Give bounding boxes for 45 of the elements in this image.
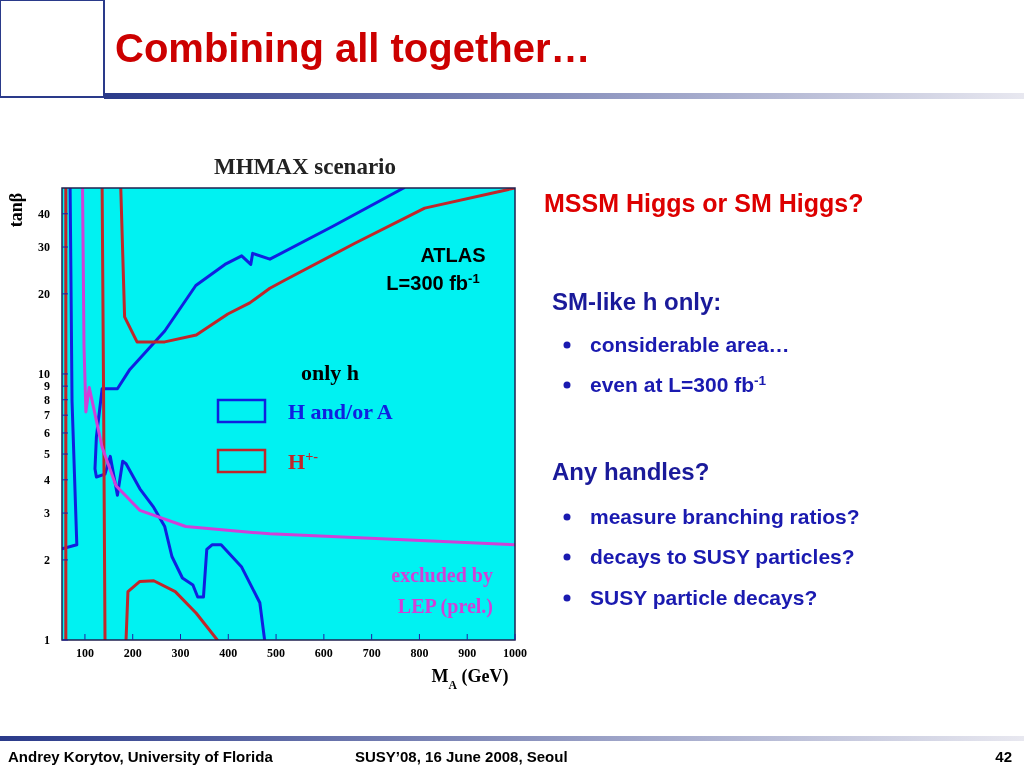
y-tick-label: 3: [44, 506, 50, 521]
y-tick-label: 7: [44, 408, 50, 423]
chart-subtitle: MHMAX scenario: [213, 154, 397, 179]
y-tick-label: 6: [44, 426, 50, 441]
y-axis-title: tanβ: [6, 192, 26, 228]
line-series: [81, 188, 515, 547]
text: decays to SUSY particles?: [590, 545, 855, 568]
text: SUSY particle decays?: [590, 586, 818, 609]
y-tick-label: 30: [38, 240, 50, 255]
x-tick-label: 600: [314, 646, 333, 660]
y-tick-label: 1: [44, 633, 50, 648]
chart-title: Combining all together…: [115, 26, 591, 70]
y-tick-label: 8: [44, 392, 50, 407]
text: SUSY’08, 16 June 2008, Seoul: [355, 748, 568, 765]
annotation: ATLAS: [420, 244, 486, 266]
x-tick-label: 500: [267, 646, 286, 660]
y-tick-label: 5: [44, 447, 50, 462]
text: 42: [995, 748, 1012, 765]
y-tick-label: 4: [44, 473, 50, 488]
text: even at L=300 fb$^{-1}$: [590, 372, 767, 396]
x-tick-label: 900: [458, 646, 477, 660]
y-tick-label: 10: [38, 367, 50, 382]
x-tick-label: 700: [362, 646, 381, 660]
annotation: L=300 fb$^{-1}$: [386, 270, 480, 294]
text: MSSM Higgs or SM Higgs?: [544, 189, 864, 217]
x-tick-label: 800: [410, 646, 429, 660]
text: measure branching ratios?: [590, 505, 860, 528]
text: Any handles?: [552, 458, 710, 485]
y-tick-label: 2: [44, 553, 50, 568]
y-tick-label: 40: [38, 206, 50, 221]
series-label: excluded by LEP (prel.): [391, 564, 493, 618]
x-tick-label: 1000: [503, 646, 527, 660]
text: Andrey Korytov, University of Florida: [8, 748, 274, 765]
x-tick-label: 400: [219, 646, 238, 660]
legend-label: H and/or A: [288, 399, 393, 424]
text: considerable area…: [590, 333, 790, 356]
legend-label: H$^{+-}$: [288, 448, 319, 474]
annotation: only h: [300, 360, 360, 385]
x-tick-label: 100: [75, 646, 94, 660]
y-tick-label: 20: [38, 287, 50, 302]
x-axis-title: M$_{A}$ (GeV): [431, 666, 509, 692]
text: SM-like h only:: [552, 288, 722, 315]
x-tick-label: 200: [123, 646, 142, 660]
x-tick-label: 300: [171, 646, 190, 660]
y-tick-label: 9: [44, 379, 50, 394]
